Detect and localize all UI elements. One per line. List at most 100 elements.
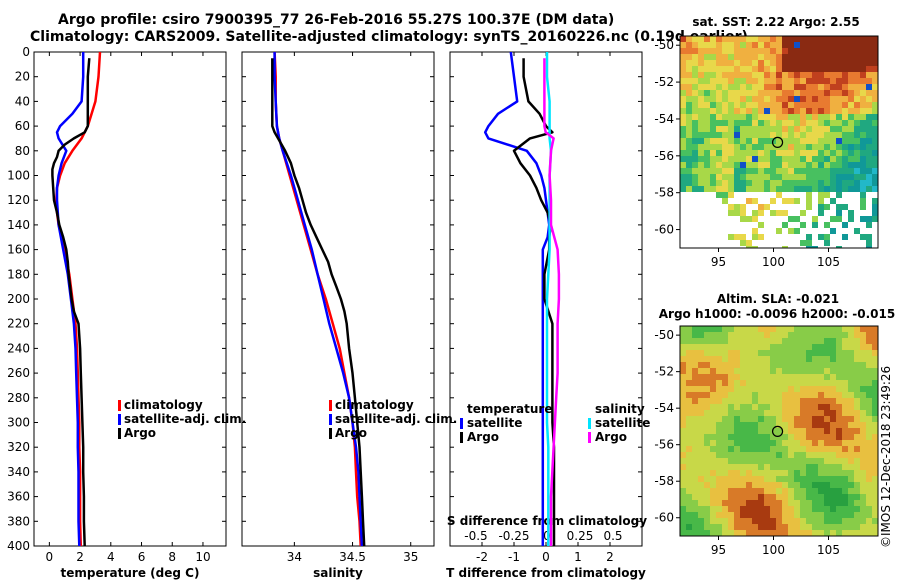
map-cell bbox=[824, 174, 830, 180]
map-cell bbox=[752, 494, 758, 500]
map-cell bbox=[836, 338, 842, 344]
map-cell bbox=[764, 60, 770, 66]
map-cell bbox=[824, 78, 830, 84]
map-cell bbox=[728, 356, 734, 362]
map-cell bbox=[692, 48, 698, 54]
map-cell bbox=[692, 494, 698, 500]
map-cell bbox=[758, 114, 764, 120]
map-cell bbox=[680, 374, 686, 380]
map-cell bbox=[758, 66, 764, 72]
map-cell bbox=[746, 114, 752, 120]
map-cell bbox=[686, 42, 692, 48]
map-cell bbox=[788, 54, 794, 60]
map-cell bbox=[806, 54, 812, 60]
map-cell bbox=[734, 362, 740, 368]
map-cell bbox=[776, 162, 782, 168]
map-cell bbox=[764, 518, 770, 524]
map-cell bbox=[812, 434, 818, 440]
map-cell bbox=[716, 120, 722, 126]
map-cell bbox=[686, 482, 692, 488]
map-cell bbox=[818, 476, 824, 482]
map-cell bbox=[770, 90, 776, 96]
map-cell bbox=[854, 416, 860, 422]
map-cell bbox=[800, 482, 806, 488]
map-cell bbox=[752, 476, 758, 482]
map-cell bbox=[872, 186, 878, 192]
map-cell bbox=[872, 440, 878, 446]
map-cell bbox=[752, 512, 758, 518]
y-tick-label: 200 bbox=[7, 292, 30, 306]
map-cell bbox=[842, 84, 848, 90]
map-cell bbox=[776, 102, 782, 108]
map-cell bbox=[740, 380, 746, 386]
map-cell bbox=[830, 156, 836, 162]
map-cell bbox=[722, 512, 728, 518]
map-cell bbox=[860, 234, 866, 240]
map-cell bbox=[704, 90, 710, 96]
map-cell bbox=[746, 198, 752, 204]
map-cell bbox=[716, 48, 722, 54]
map-cell bbox=[716, 512, 722, 518]
map-cell bbox=[806, 234, 812, 240]
map-cell bbox=[698, 530, 704, 536]
map-cell bbox=[752, 144, 758, 150]
map-cell bbox=[740, 434, 746, 440]
map-cell bbox=[800, 404, 806, 410]
map-cell bbox=[698, 434, 704, 440]
map-cell bbox=[710, 452, 716, 458]
map-cell bbox=[776, 54, 782, 60]
map-cell bbox=[824, 380, 830, 386]
map-cell bbox=[842, 150, 848, 156]
map-cell bbox=[836, 216, 842, 222]
map-cell bbox=[860, 42, 866, 48]
map-cell bbox=[770, 482, 776, 488]
map-cell bbox=[716, 452, 722, 458]
map-cell bbox=[728, 114, 734, 120]
map-cell bbox=[758, 174, 764, 180]
map-cell bbox=[686, 362, 692, 368]
map-cell bbox=[842, 36, 848, 42]
map-cell bbox=[740, 404, 746, 410]
map-cell bbox=[734, 60, 740, 66]
map-cell bbox=[728, 36, 734, 42]
map-cell bbox=[680, 416, 686, 422]
map-cell bbox=[710, 440, 716, 446]
map-cell bbox=[800, 494, 806, 500]
map-cell bbox=[800, 506, 806, 512]
map-cell bbox=[800, 488, 806, 494]
map-cell bbox=[848, 392, 854, 398]
map-cell bbox=[746, 174, 752, 180]
map-cell bbox=[764, 428, 770, 434]
map-cell bbox=[788, 368, 794, 374]
map-cell bbox=[746, 524, 752, 530]
map-cell bbox=[824, 132, 830, 138]
x-tick-label: 2 bbox=[76, 550, 84, 564]
sla-map-title-1: Altim. SLA: -0.021 bbox=[717, 292, 839, 306]
map-cell bbox=[866, 174, 872, 180]
map-cell bbox=[818, 114, 824, 120]
map-cell bbox=[860, 446, 866, 452]
map-cell bbox=[752, 422, 758, 428]
map-cell bbox=[728, 78, 734, 84]
map-cell bbox=[752, 168, 758, 174]
map-cell bbox=[836, 392, 842, 398]
map-cell bbox=[800, 156, 806, 162]
map-cell bbox=[704, 494, 710, 500]
map-cell bbox=[770, 506, 776, 512]
map-cell bbox=[812, 162, 818, 168]
map-cell bbox=[728, 452, 734, 458]
map-cell bbox=[794, 470, 800, 476]
map-cell bbox=[860, 344, 866, 350]
map-cell bbox=[854, 470, 860, 476]
map-cell bbox=[800, 500, 806, 506]
map-cell bbox=[782, 156, 788, 162]
map-cell bbox=[752, 234, 758, 240]
map-cell bbox=[710, 132, 716, 138]
map-cell bbox=[770, 48, 776, 54]
map-cell bbox=[854, 434, 860, 440]
map-cell bbox=[770, 96, 776, 102]
map-cell bbox=[776, 476, 782, 482]
y-tick-label: 300 bbox=[7, 416, 30, 430]
map-cell bbox=[752, 518, 758, 524]
map-cell bbox=[704, 132, 710, 138]
